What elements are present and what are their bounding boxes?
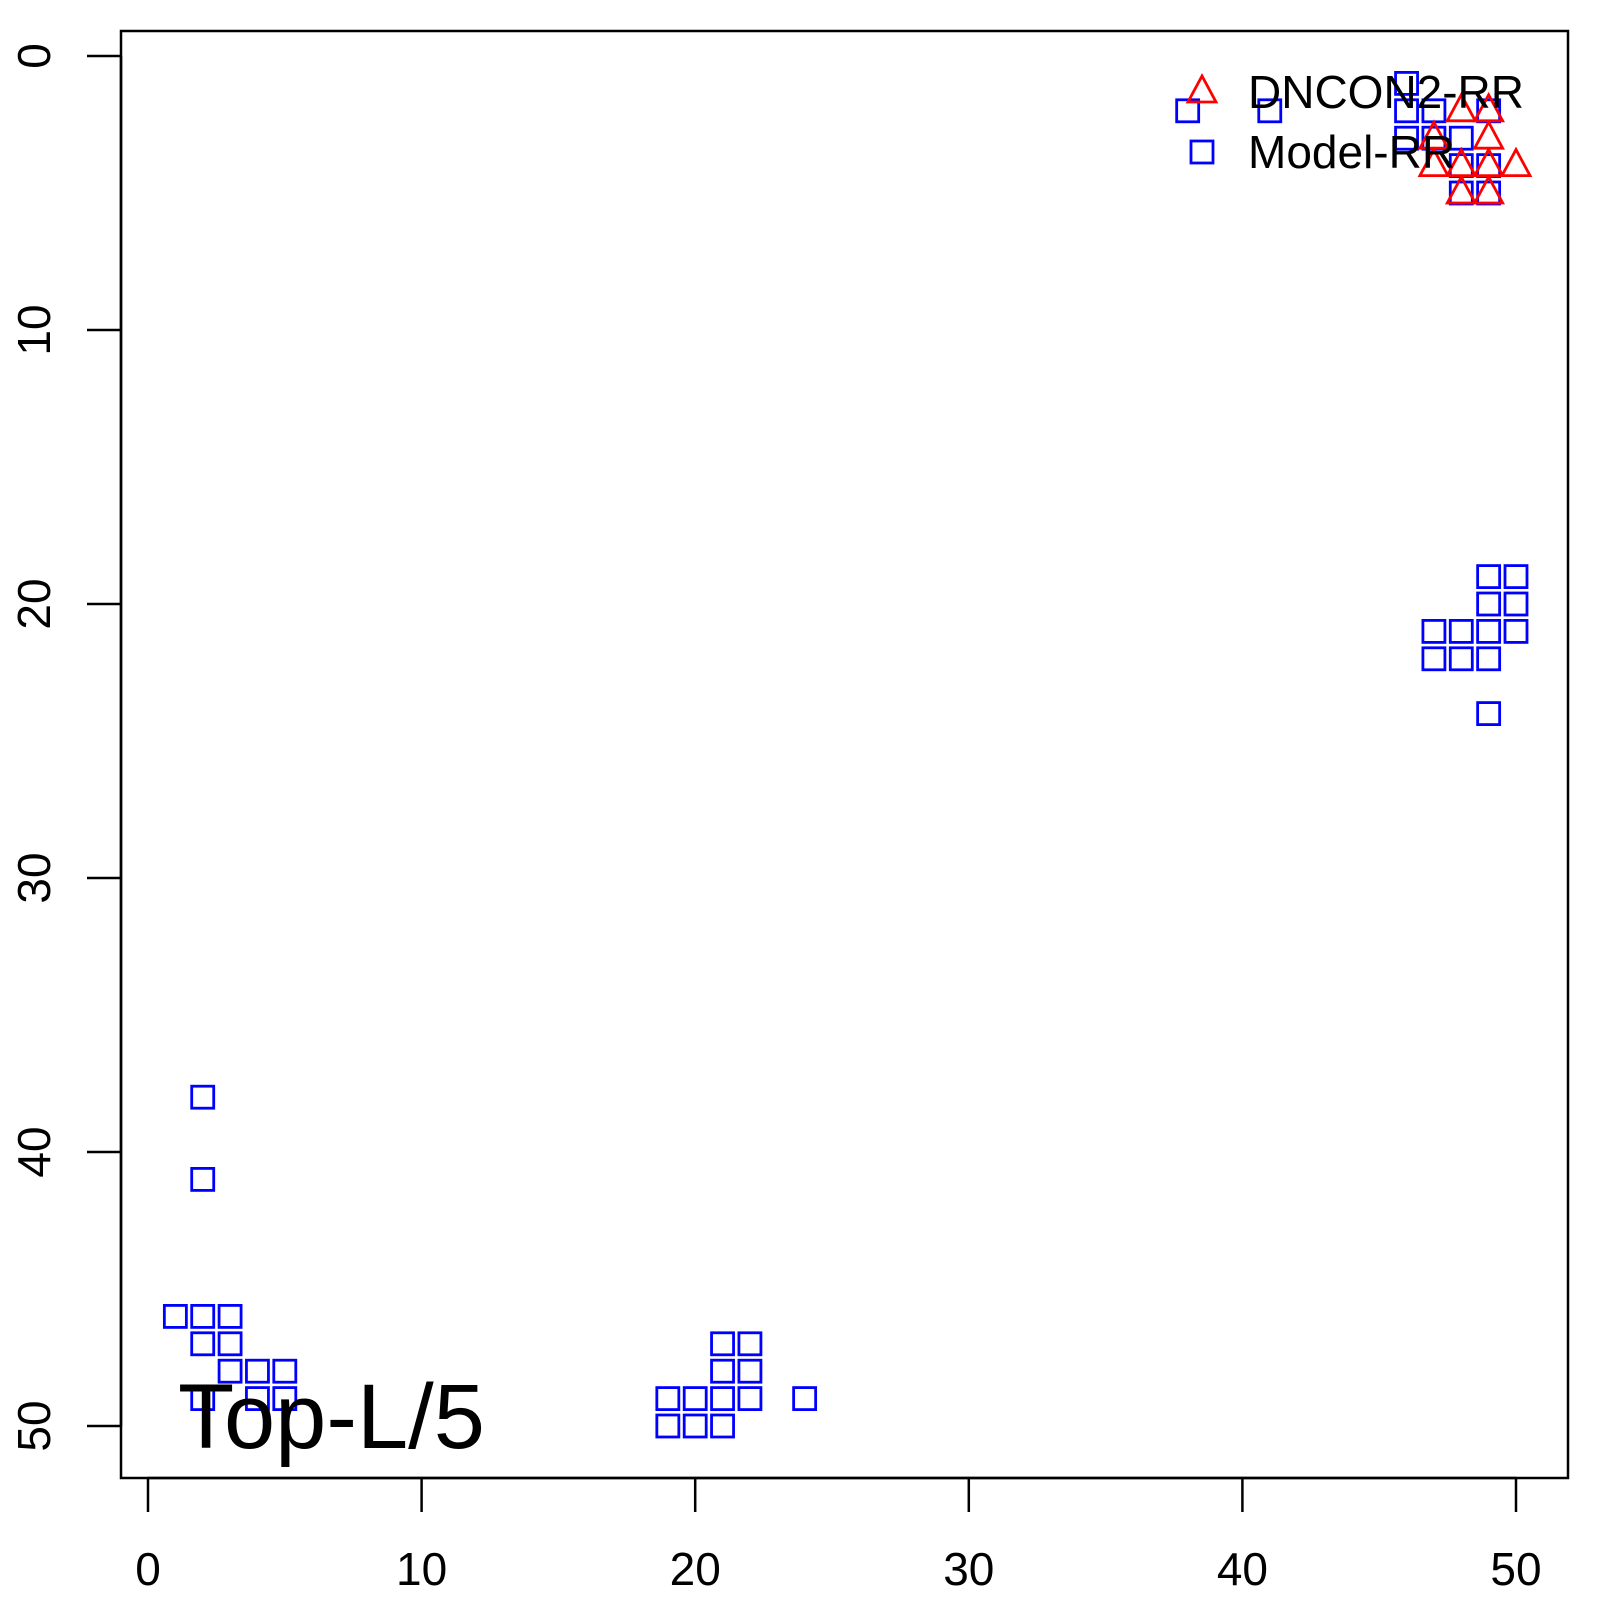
model-rr-point xyxy=(272,1358,298,1384)
model-rr-point xyxy=(655,1386,681,1411)
model-rr-point xyxy=(1394,125,1419,151)
data-points xyxy=(162,71,1533,1439)
model-rr-point xyxy=(1503,591,1529,617)
x-tick-label: 40 xyxy=(1217,1543,1268,1595)
model-rr-point xyxy=(792,1386,818,1411)
model-rr-point xyxy=(1476,591,1502,617)
y-tick-label: 10 xyxy=(8,304,60,355)
y-tick-label: 0 xyxy=(8,43,60,69)
model-rr-point xyxy=(162,1304,188,1329)
model-rr-point xyxy=(190,1386,216,1411)
plot-frame xyxy=(119,29,1570,1480)
model-rr-point xyxy=(245,1358,270,1384)
legend-label: Model-RR xyxy=(1248,126,1455,178)
y-tick-label: 50 xyxy=(8,1400,60,1451)
model-rr-point xyxy=(710,1331,735,1357)
model-rr-point xyxy=(710,1358,735,1384)
model-rr-point xyxy=(217,1358,243,1384)
panel-annotation: Top-L/5 xyxy=(178,1366,485,1468)
model-rr-point xyxy=(682,1386,708,1411)
model-rr-point xyxy=(1257,98,1283,124)
dncon2-rr-point xyxy=(1444,174,1478,205)
model-rr-point xyxy=(1394,98,1419,124)
axes: 0 10 20 30 40 50 0 10 20 30 40 50 xyxy=(8,43,1542,1595)
dncon2-rr-point xyxy=(1472,174,1505,205)
x-tick-label: 30 xyxy=(943,1543,994,1595)
model-rr-point xyxy=(190,1304,216,1329)
model-rr-point xyxy=(710,1386,735,1411)
y-tick-label: 20 xyxy=(8,578,60,629)
legend: DNCON2-RR Model-RR xyxy=(1185,66,1524,178)
model-rr-point xyxy=(1503,619,1529,644)
x-tick-label: 10 xyxy=(396,1543,447,1595)
dncon2-rr-point xyxy=(1499,146,1533,178)
model-rr-point xyxy=(190,1331,216,1357)
model-rr-point xyxy=(1503,564,1529,589)
model-rr-point xyxy=(190,1167,216,1192)
model-rr-point xyxy=(1476,564,1502,589)
model-rr-point xyxy=(1448,646,1474,672)
model-rr-point xyxy=(1448,619,1474,644)
model-rr-point xyxy=(217,1331,243,1357)
model-rr-point xyxy=(710,1413,735,1439)
model-rr-point xyxy=(655,1413,681,1439)
model-rr-point xyxy=(1476,619,1502,644)
model-rr-point xyxy=(737,1358,763,1384)
model-rr-point xyxy=(1421,619,1447,644)
dncon2-rr-point xyxy=(1444,91,1478,123)
model-rr-point xyxy=(1421,646,1447,672)
legend-square-icon xyxy=(1189,139,1215,165)
dncon2-rr-point xyxy=(1472,119,1505,150)
model-rr-point xyxy=(737,1386,763,1411)
legend-triangle-icon xyxy=(1185,73,1219,104)
model-rr-point xyxy=(1476,701,1502,726)
x-tick-label: 50 xyxy=(1490,1543,1541,1595)
model-rr-point xyxy=(1394,71,1419,96)
y-tick-label: 30 xyxy=(8,852,60,903)
model-rr-point xyxy=(217,1304,243,1329)
model-rr-point xyxy=(190,1084,216,1110)
y-tick-label: 40 xyxy=(8,1126,60,1177)
x-tick-label: 0 xyxy=(135,1543,161,1595)
model-rr-point xyxy=(245,1386,270,1411)
model-rr-point xyxy=(272,1386,298,1411)
dncon2-rr-point xyxy=(1417,146,1451,178)
legend-label: DNCON2-RR xyxy=(1248,66,1524,118)
model-rr-point xyxy=(737,1331,763,1357)
x-tick-label: 20 xyxy=(670,1543,721,1595)
model-rr-point xyxy=(1476,646,1502,672)
model-rr-point xyxy=(682,1413,708,1439)
